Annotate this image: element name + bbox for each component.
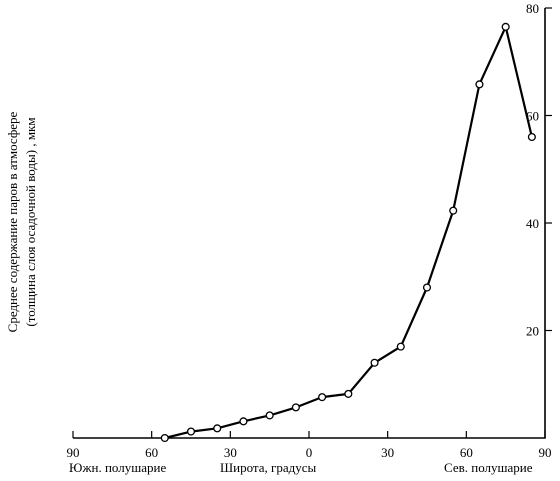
data-point [318,393,327,402]
data-point [422,283,432,292]
data-point [475,80,484,89]
series-line [164,25,533,440]
x-tick-label: 30 [224,445,237,460]
data-point [344,389,353,398]
data-point [160,433,169,443]
axis-frame [73,8,546,439]
y-tick-label: 80 [526,1,539,16]
y-axis-label-line-2: (толщина слоя осадочной воды) , мкм [23,117,38,326]
data-point [370,358,379,367]
data-point [213,424,222,433]
data-point [449,206,458,215]
data-point [291,403,300,412]
y-tick-label: 20 [526,324,539,339]
data-points [160,22,536,443]
x-tick-label: 0 [306,445,313,460]
y-axis-label: Среднее содержание паров в атмосфере (то… [5,111,38,332]
data-point [186,427,196,436]
x-tick-label: 60 [460,445,473,460]
y-axis-label-line-1: Среднее содержание паров в атмосфере [5,111,20,332]
x-axis-label-center: Широта, градусы [220,460,316,475]
data-point [396,342,405,351]
data-point [265,411,274,420]
data-point [239,417,248,426]
x-tick-label: 90 [539,445,552,460]
x-tick-label: 30 [381,445,394,460]
series [164,25,533,440]
ticks: 90 60 30 0 30 60 90 20 40 60 80 [67,1,552,460]
x-tick-label: 90 [67,445,80,460]
data-point [501,22,510,31]
x-axis-label-north: Сев. полушарие [444,460,533,475]
x-axis-label-south: Южн. полушарие [69,460,166,475]
x-tick-label: 60 [145,445,158,460]
y-tick-label: 60 [526,109,539,124]
y-tick-label: 40 [526,216,539,231]
axes [73,8,546,439]
data-point [527,132,536,142]
